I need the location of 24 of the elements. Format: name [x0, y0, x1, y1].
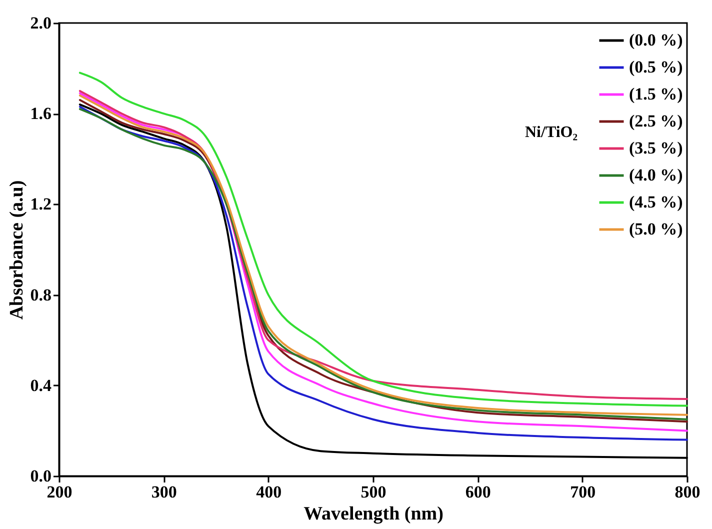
- x-tick-label: 400: [256, 482, 282, 502]
- legend-label: (4.0 %): [629, 166, 683, 184]
- legend-label: (1.5 %): [629, 84, 683, 104]
- x-tick-label: 200: [46, 482, 72, 502]
- x-tick-label: 500: [360, 482, 386, 502]
- x-tick-label: 800: [674, 482, 700, 502]
- x-tick-label: 700: [570, 482, 596, 502]
- legend-label: (0.5 %): [629, 58, 683, 76]
- legend-label: (0.0 %): [629, 30, 683, 50]
- legend-label: (2.5 %): [629, 112, 683, 130]
- legend-label: (5.0 %): [629, 220, 683, 238]
- legend-label: (4.5 %): [629, 192, 683, 212]
- y-tick-label: 2.0: [30, 14, 52, 32]
- legend-title: Ni/TiO₂: [525, 124, 578, 141]
- y-tick-label: 1.6: [30, 104, 52, 124]
- y-tick-label: 1.2: [30, 194, 52, 214]
- x-tick-label: 300: [151, 482, 177, 502]
- y-tick-label: 0.0: [30, 466, 52, 486]
- x-tick-label: 600: [465, 482, 491, 502]
- y-tick-label: 0.8: [30, 285, 52, 304]
- legend-label: (3.5 %): [629, 138, 683, 158]
- x-axis-title: Wavelength (nm): [304, 504, 444, 524]
- y-tick-label: 0.4: [30, 376, 52, 395]
- y-axis-title: Absorbance (a.u): [6, 180, 28, 320]
